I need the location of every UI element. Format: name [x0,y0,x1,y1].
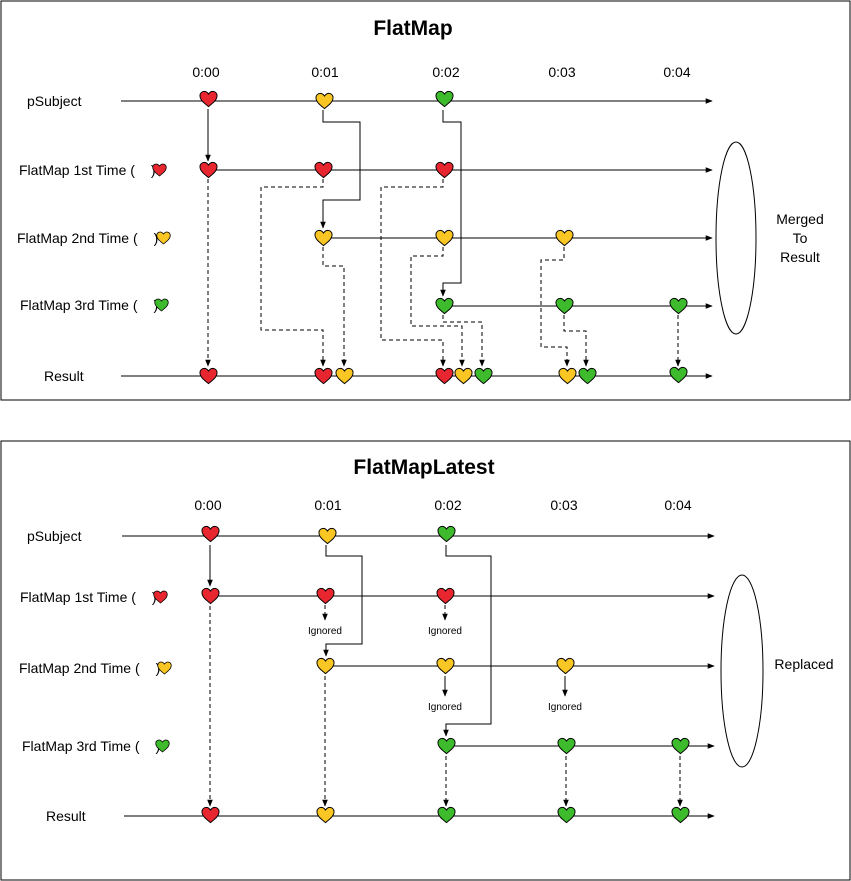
time-label: 0:03 [548,64,575,80]
time-label: 0:00 [194,497,221,513]
time-label: 0:04 [664,497,691,513]
row-label-result: Result [46,808,86,824]
time-label: 0:03 [550,497,577,513]
side-label-line: To [793,230,808,246]
flatmap-title: FlatMap [373,17,452,40]
side-label-line: Result [780,249,820,265]
flatmap-panel: FlatMap 0:00 0:01 0:02 0:03 0:04 pSubjec… [0,0,851,401]
time-label: 0:04 [663,64,690,80]
time-label: 0:00 [192,64,219,80]
time-label: 0:02 [432,64,459,80]
side-label: Replaced [774,656,833,672]
dashed-connector [563,315,589,367]
row-label-psubject: pSubject [27,93,82,109]
row-label-second: FlatMap 2nd Time () [19,660,160,676]
dashed-connector [410,247,465,367]
connector [440,110,462,297]
row-label-second: FlatMap 2nd Time () [17,230,158,246]
row-label-psubject: pSubject [27,528,82,544]
row-label-third: FlatMap 3rd Time () [22,738,160,754]
dashed-connector [380,179,446,367]
merge-ellipse [715,141,757,335]
time-label: 0:01 [314,497,341,513]
ignored-label: Ignored [548,702,582,713]
replace-ellipse [720,574,764,768]
row-label-third: FlatMap 3rd Time () [20,297,158,313]
flatmaplatest-panel-border [0,440,851,881]
connector [320,110,361,229]
ignored-label: Ignored [428,626,462,637]
dashed-connector [540,247,570,367]
dashed-connector [442,315,485,367]
dashed-connector [260,179,326,367]
time-label: 0:01 [311,64,338,80]
time-label: 0:02 [434,497,461,513]
connector [443,545,492,737]
ignored-label: Ignored [308,626,342,637]
row-label-result: Result [44,368,84,384]
connector [323,545,363,657]
ignored-label: Ignored [428,702,462,713]
flatmaplatest-panel: FlatMapLatest 0:00 0:01 0:02 0:03 0:04 p… [0,440,851,881]
dashed-connector [322,247,347,367]
side-label-line: Merged [776,211,823,227]
flatmap-panel-border [0,0,851,401]
flatmaplatest-title: FlatMapLatest [353,456,494,479]
